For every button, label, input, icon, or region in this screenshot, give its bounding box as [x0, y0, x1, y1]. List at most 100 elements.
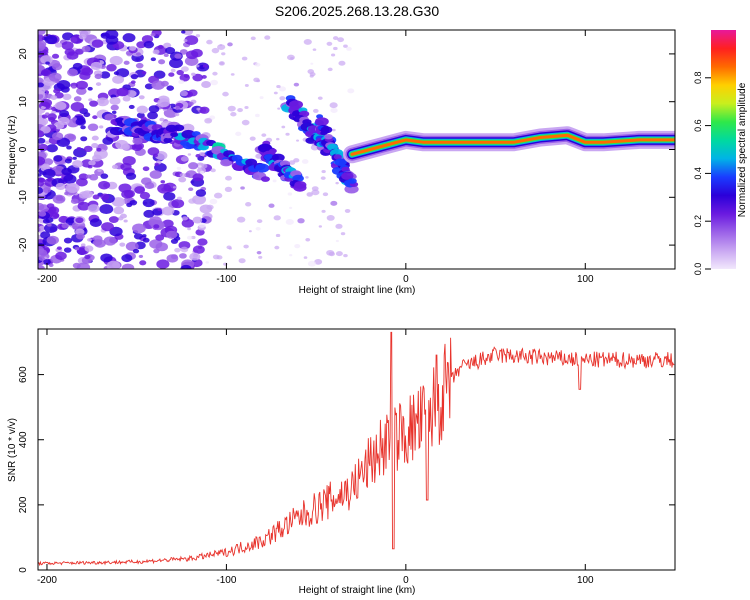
heat-blob [80, 136, 88, 142]
heat-blob [210, 79, 218, 86]
snr-frame [37, 328, 676, 571]
heat-blob [183, 39, 188, 42]
heat-blob [45, 112, 50, 116]
heat-blob [306, 192, 313, 197]
heat-blob [213, 192, 223, 199]
heat-blob [50, 95, 58, 101]
heat-blob [75, 118, 86, 126]
heat-blob [100, 173, 109, 179]
heat-blob [147, 111, 158, 120]
heat-blob [38, 265, 45, 269]
heat-blob [241, 119, 250, 126]
heat-blob [89, 100, 98, 107]
heat-blob [121, 189, 134, 199]
heat-blob [250, 36, 256, 41]
heat-blob [192, 173, 204, 182]
heat-feature-blob [181, 129, 196, 139]
heat-blob [121, 263, 135, 269]
heat-blob [221, 52, 226, 56]
heat-blob [142, 198, 155, 208]
heat-blob [309, 74, 314, 78]
heat-blob [92, 154, 102, 162]
heat-feature-blob [163, 137, 173, 144]
heat-blob [305, 176, 309, 179]
heat-blob [330, 200, 338, 206]
heat-blob [113, 71, 119, 75]
heat-blob [38, 30, 46, 36]
heat-blob [162, 219, 174, 228]
heat-blob [116, 87, 129, 97]
heat-blob [338, 60, 346, 66]
heat-blob [113, 206, 125, 215]
page-title: S206.2025.268.13.28.G30 [275, 3, 439, 19]
heat-blob [41, 114, 48, 119]
y-tick-label: 0 [18, 146, 29, 152]
heat-blob [235, 131, 242, 137]
heat-blob [174, 112, 180, 117]
heat-blob [179, 90, 188, 97]
heat-blob [318, 225, 322, 228]
heat-blob [102, 137, 114, 145]
heat-blob [38, 227, 41, 231]
heat-feature-blob [220, 159, 232, 167]
heat-blob [163, 42, 172, 49]
heat-blob [237, 108, 243, 113]
heat-blob [52, 63, 63, 71]
heat-blob [75, 217, 84, 224]
heat-blob [165, 230, 178, 239]
heat-blob [289, 206, 293, 210]
heat-blob [332, 36, 339, 41]
heat-blob [158, 59, 166, 65]
colorbar-tick-label: 0.4 [693, 167, 703, 180]
heat-blob [200, 163, 208, 169]
heat-blob [330, 107, 338, 113]
heat-blob [89, 218, 102, 227]
heat-blob [40, 55, 53, 65]
heat-blob [70, 102, 85, 112]
heat-blob [74, 247, 80, 251]
heat-blob [111, 164, 119, 170]
heat-blob [73, 96, 82, 102]
heat-blob [163, 192, 176, 201]
heat-feature-blob [269, 148, 277, 154]
heat-blob [240, 186, 245, 190]
y-tick-label: 200 [18, 496, 29, 513]
heat-feature-blob [271, 153, 285, 162]
heat-blob [51, 106, 57, 111]
heat-blob [236, 216, 246, 223]
heat-blob [157, 44, 164, 49]
heat-blob [78, 33, 87, 40]
heat-blob [174, 105, 181, 110]
heat-blob [66, 51, 79, 60]
heat-blob [73, 147, 87, 158]
heat-blob [85, 174, 92, 179]
heat-blob [119, 242, 126, 247]
heat-blob [99, 71, 111, 79]
heat-blob [51, 110, 57, 115]
heat-blob [176, 196, 182, 201]
y-tick-label: 400 [18, 431, 29, 448]
heat-blob [38, 256, 45, 261]
heat-blob [47, 223, 52, 227]
heat-blob [38, 93, 44, 100]
heat-blob [136, 41, 147, 49]
heat-blob [163, 53, 169, 58]
heat-blob [219, 44, 223, 47]
heat-blob [61, 222, 70, 229]
y-tick-label: 0 [18, 567, 29, 573]
heat-blob [106, 260, 121, 269]
heat-blob [278, 86, 286, 92]
y-tick-label: 20 [18, 48, 29, 60]
snr-series-line [38, 331, 675, 567]
heat-blob [38, 225, 46, 231]
heat-blob [120, 162, 132, 171]
heat-blob [153, 224, 160, 229]
heat-blob [134, 186, 146, 194]
heat-blob [285, 132, 290, 136]
heat-blob [303, 38, 312, 45]
x-tick-label: -100 [216, 274, 236, 285]
heat-blob [199, 106, 210, 114]
heat-blob [293, 82, 300, 87]
heat-blob [142, 166, 150, 172]
heat-blob [65, 182, 80, 193]
